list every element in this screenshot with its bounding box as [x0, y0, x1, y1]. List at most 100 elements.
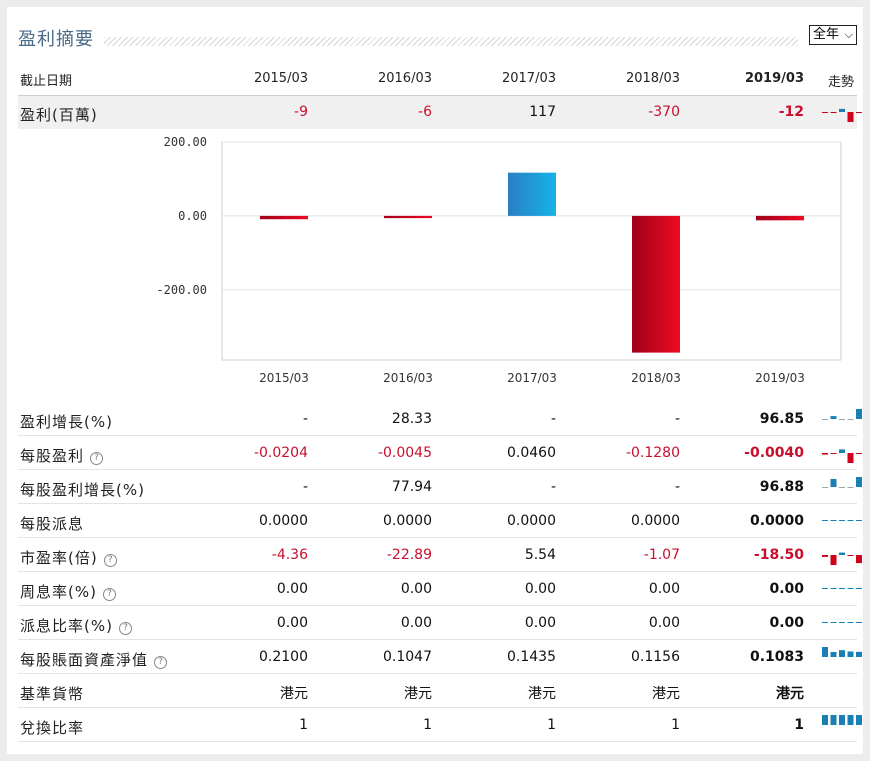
row-value: 0.00: [769, 615, 804, 631]
spark-bar: [822, 555, 828, 557]
spark-bar: [822, 453, 828, 455]
header-divider: [18, 95, 857, 96]
row-value: -6: [418, 104, 432, 120]
header-period: 2017/03: [501, 71, 556, 86]
row-label: 盈利增長(%): [20, 411, 113, 432]
spark-bar: [822, 520, 828, 521]
row-label: 盈利(百萬): [20, 104, 98, 125]
help-icon[interactable]: ?: [90, 452, 104, 465]
row-value: -0.0040: [744, 445, 804, 461]
spark-bar: [830, 453, 837, 454]
trend-sparkline: [820, 680, 864, 702]
trend-sparkline: [822, 477, 862, 488]
row-value: -: [302, 411, 308, 427]
row-label: 市盈率(倍)?: [20, 547, 117, 568]
period-select[interactable]: 全年 ⌵: [809, 25, 857, 45]
row-value: 0.0000: [383, 513, 432, 529]
row-value: 0.1083: [749, 649, 804, 665]
row-value: -18.50: [753, 547, 804, 563]
spark-bar: [839, 552, 845, 555]
table-row: 市盈率(倍)? -4.36 -22.89 5.54 -1.07 -18.50: [18, 539, 862, 572]
chart-bar[interactable]: [508, 172, 556, 216]
row-value: -9: [294, 104, 308, 120]
spark-bar: [856, 555, 862, 564]
spark-bar: [839, 650, 845, 657]
spark-bar: [856, 588, 862, 589]
trend-sparkline: [822, 552, 862, 565]
row-value: 港元: [528, 686, 556, 702]
row-label: 派息比率(%)?: [20, 615, 132, 636]
help-icon[interactable]: ?: [103, 554, 117, 567]
table-header: 截止日期 2015/03 2016/03 2017/03 2018/03 201…: [18, 67, 857, 95]
row-value: 港元: [404, 686, 432, 702]
table-row: 每股賬面資產淨值? 0.2100 0.1047 0.1435 0.1156 0.1083: [18, 641, 862, 674]
spark-bar: [822, 647, 828, 657]
chart-bar[interactable]: [260, 215, 308, 220]
spark-bar: [839, 520, 845, 521]
spark-bar: [839, 487, 845, 488]
row-value: 0.0000: [259, 513, 308, 529]
x-tick-label: 2015/03: [259, 371, 309, 385]
row-value: 0.00: [276, 581, 308, 597]
row-value: 0.0000: [507, 513, 556, 529]
row-value: 0.1156: [631, 649, 680, 665]
table-row: 兌換比率 1 1 1 1 1: [18, 709, 862, 742]
table-row: 每股盈利? -0.0204 -0.0045 0.0460 -0.1280 -0.0040: [18, 437, 862, 470]
row-value: 1: [671, 717, 680, 733]
y-tick-label: -200.00: [156, 283, 207, 297]
spark-bar: [847, 588, 854, 589]
row-value: 0.00: [769, 581, 804, 597]
x-tick-label: 2018/03: [631, 371, 681, 385]
row-label-text: 兌換比率: [20, 719, 85, 737]
help-icon[interactable]: ?: [118, 622, 132, 635]
row-label-text: 每股賬面資產淨值: [20, 651, 149, 669]
row-label-text: 每股盈利增長(%): [20, 481, 145, 499]
header-period: 2015/03: [253, 71, 308, 86]
trend-sparkline: [822, 520, 862, 521]
header-period: 2016/03: [377, 71, 432, 86]
row-value: 28.33: [391, 411, 432, 427]
spark-bar: [856, 477, 862, 487]
chart-bar[interactable]: [632, 215, 680, 353]
y-tick-label: 200.00: [164, 135, 207, 149]
row-value: 77.94: [391, 479, 432, 495]
spark-bar: [856, 453, 862, 454]
row-label: 周息率(%)?: [20, 581, 116, 602]
x-tick-label: 2019/03: [755, 371, 805, 385]
trend-sparkline: [822, 622, 862, 623]
trend-label: 走勢: [828, 75, 855, 90]
table-row: 每股派息 0.0000 0.0000 0.0000 0.0000 0.0000: [18, 505, 862, 538]
row-value: 0.00: [648, 615, 680, 631]
row-label: 每股派息: [20, 513, 84, 534]
row-label-text: 基準貨幣: [20, 685, 85, 703]
trend-sparkline: [822, 409, 862, 420]
row-value: 0.00: [276, 615, 308, 631]
page-title: 盈利摘要: [18, 29, 94, 50]
row-value: 0.00: [400, 615, 432, 631]
row-value: 1: [299, 717, 308, 733]
spark-bar: [830, 520, 837, 521]
help-icon[interactable]: ?: [102, 588, 116, 601]
row-value: 0.1435: [507, 649, 556, 665]
spark-bar: [839, 419, 845, 420]
help-icon[interactable]: ?: [154, 656, 168, 669]
row-value: 1: [423, 717, 432, 733]
chart-bar[interactable]: [756, 215, 804, 221]
spark-bar: [822, 487, 828, 488]
row-label-text: 周息率(%): [20, 583, 97, 601]
row-value: 0.00: [524, 581, 556, 597]
spark-bar: [847, 622, 854, 623]
header-label: 截止日期: [20, 74, 73, 89]
trend-sparkline: [822, 108, 862, 122]
row-value: 96.88: [759, 479, 804, 495]
title-divider: [104, 37, 798, 46]
period-select-value: 全年: [813, 27, 840, 42]
chart-bar[interactable]: [384, 215, 432, 219]
spark-bar: [847, 520, 854, 521]
spark-bar: [856, 622, 862, 623]
row-label-text: 盈利(百萬): [20, 106, 98, 124]
row-value: -: [674, 411, 680, 427]
trend-sparkline: [822, 588, 862, 589]
spark-bar: [830, 715, 837, 725]
row-value: 0.00: [400, 581, 432, 597]
